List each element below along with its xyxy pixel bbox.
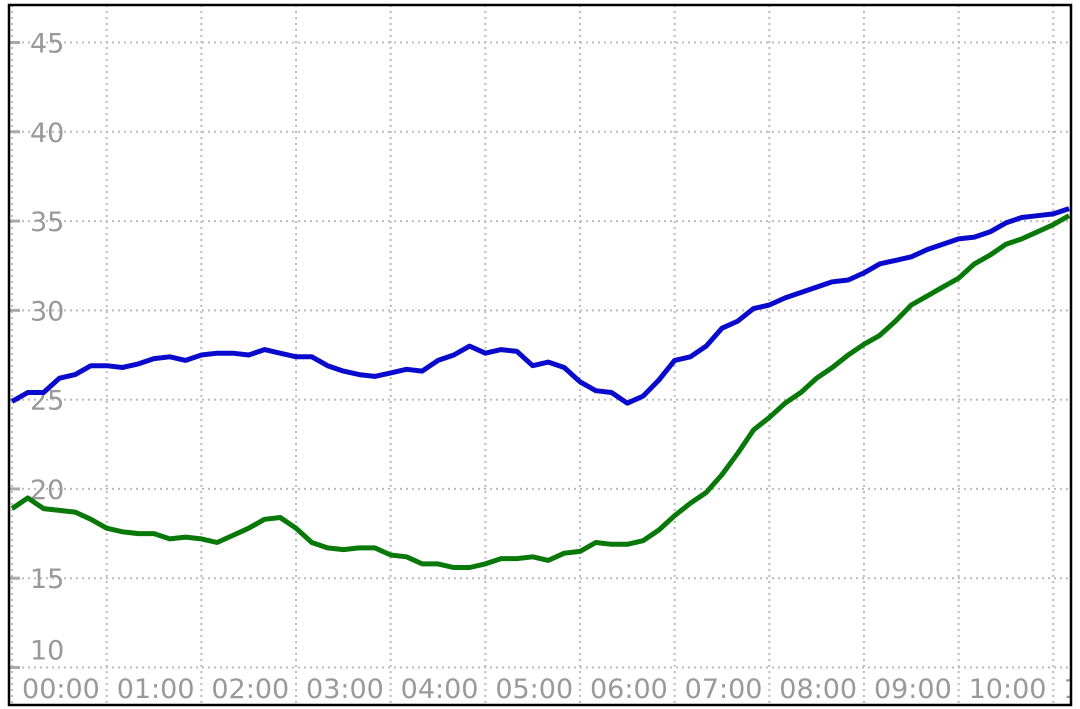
series-line-1	[10, 213, 1070, 570]
y-tick-label: 45	[30, 29, 64, 60]
y-tick-label: 35	[30, 207, 64, 238]
x-tick-label: 03:00	[306, 674, 384, 705]
y-tick-label: 30	[30, 296, 64, 327]
series-lines	[10, 206, 1070, 570]
grid	[10, 5, 1070, 705]
plot-frame	[7, 3, 1073, 707]
y-tick-label: 40	[30, 118, 64, 149]
x-tick-label: 06:00	[590, 674, 668, 705]
y-tick-label: 10	[30, 636, 64, 667]
x-tick-label: 00:00	[22, 674, 100, 705]
x-tick-label: 02:00	[211, 674, 289, 705]
series-line-0	[10, 206, 1070, 406]
x-tick-label: 09:00	[874, 674, 952, 705]
x-tick-label: 07:00	[685, 674, 763, 705]
x-tick-label: 05:00	[495, 674, 573, 705]
x-tick-label: 10:00	[969, 674, 1047, 705]
x-tick-label: 11:00	[1063, 674, 1080, 705]
x-tick-label: 04:00	[401, 674, 479, 705]
x-axis: 00:00 01:00 02:00 03:00 04:00 05:00 06:00 07:00…	[22, 674, 1080, 705]
x-tick-label: 01:00	[117, 674, 195, 705]
x-tick-label: 08:00	[779, 674, 857, 705]
y-tick-label: 15	[30, 564, 64, 595]
